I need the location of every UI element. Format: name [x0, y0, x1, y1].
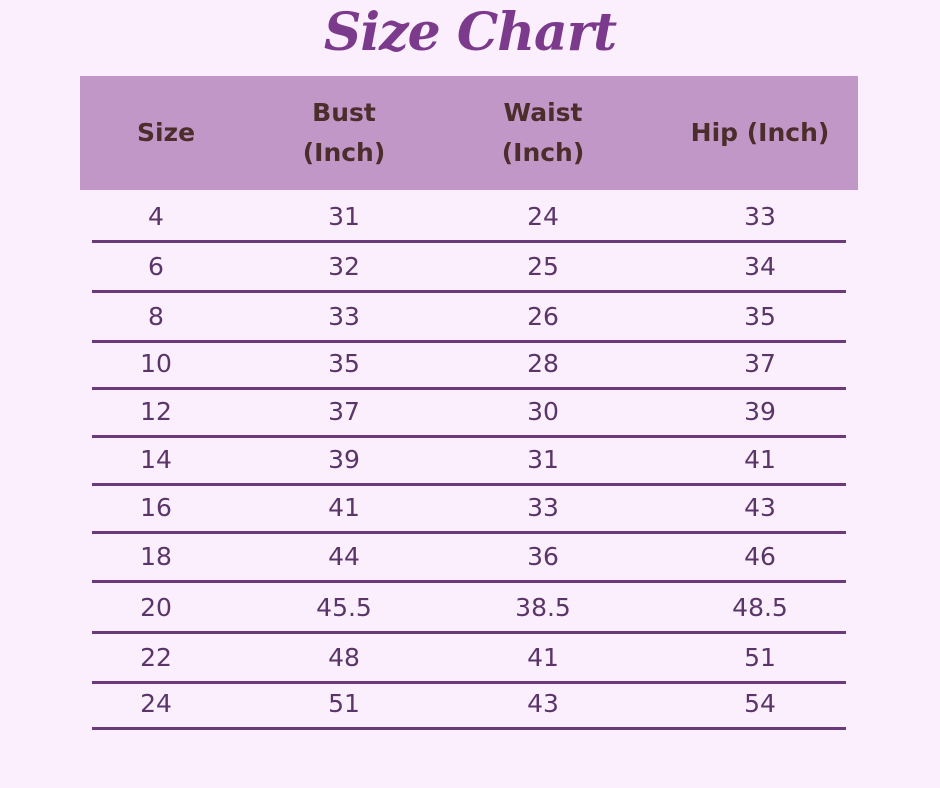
cell-hip: 37: [744, 349, 776, 378]
page-title: Size Chart: [323, 2, 617, 63]
cell-size: 10: [140, 349, 172, 378]
header-waist: Waist (Inch): [501, 98, 585, 167]
cell-bust: 32: [328, 252, 360, 281]
table-row: 14 39 31 41: [92, 437, 846, 486]
header-bust: Bust (Inch): [302, 98, 386, 167]
cell-waist: 43: [527, 689, 559, 718]
cell-bust: 39: [328, 445, 360, 474]
cell-hip: 41: [744, 445, 776, 474]
cell-waist: 36: [527, 542, 559, 571]
cell-hip: 51: [744, 643, 776, 672]
table-header: Size Bust (Inch) Waist (Inch) Hip (Inch): [80, 76, 858, 190]
cell-waist: 31: [527, 445, 559, 474]
cell-size: 16: [140, 493, 172, 522]
cell-hip: 46: [744, 542, 776, 571]
cell-bust: 37: [328, 397, 360, 426]
cell-hip: 43: [744, 493, 776, 522]
cell-bust: 45.5: [316, 593, 372, 622]
table-row: 24 51 43 54: [92, 681, 846, 730]
table-row: 12 37 30 39: [92, 389, 846, 438]
header-hip: Hip (Inch): [690, 118, 830, 147]
cell-hip: 48.5: [732, 593, 788, 622]
cell-hip: 39: [744, 397, 776, 426]
table-row: 16 41 33 43: [92, 485, 846, 534]
cell-waist: 28: [527, 349, 559, 378]
table-row: 6 32 25 34: [92, 244, 846, 293]
cell-waist: 24: [527, 202, 559, 231]
cell-bust: 41: [328, 493, 360, 522]
cell-bust: 33: [328, 302, 360, 331]
header-size: Size: [136, 118, 196, 147]
cell-waist: 33: [527, 493, 559, 522]
table-row: 10 35 28 37: [92, 341, 846, 390]
cell-hip: 35: [744, 302, 776, 331]
cell-waist: 30: [527, 397, 559, 426]
cell-bust: 51: [328, 689, 360, 718]
table-row: 18 44 36 46: [92, 534, 846, 583]
cell-size: 22: [140, 643, 172, 672]
table-row: 8 33 26 35: [92, 294, 846, 343]
cell-hip: 33: [744, 202, 776, 231]
cell-size: 12: [140, 397, 172, 426]
cell-size: 6: [148, 252, 164, 281]
cell-waist: 26: [527, 302, 559, 331]
cell-waist: 25: [527, 252, 559, 281]
cell-size: 4: [148, 202, 164, 231]
cell-bust: 48: [328, 643, 360, 672]
cell-bust: 44: [328, 542, 360, 571]
cell-waist: 41: [527, 643, 559, 672]
cell-hip: 54: [744, 689, 776, 718]
cell-bust: 35: [328, 349, 360, 378]
cell-size: 24: [140, 689, 172, 718]
cell-hip: 34: [744, 252, 776, 281]
cell-size: 8: [148, 302, 164, 331]
cell-size: 14: [140, 445, 172, 474]
cell-size: 20: [140, 593, 172, 622]
table-row: 22 48 41 51: [92, 635, 846, 684]
table-row: 4 31 24 33: [92, 194, 846, 243]
cell-waist: 38.5: [515, 593, 571, 622]
cell-bust: 31: [328, 202, 360, 231]
table-row: 20 45.5 38.5 48.5: [92, 585, 846, 634]
cell-size: 18: [140, 542, 172, 571]
